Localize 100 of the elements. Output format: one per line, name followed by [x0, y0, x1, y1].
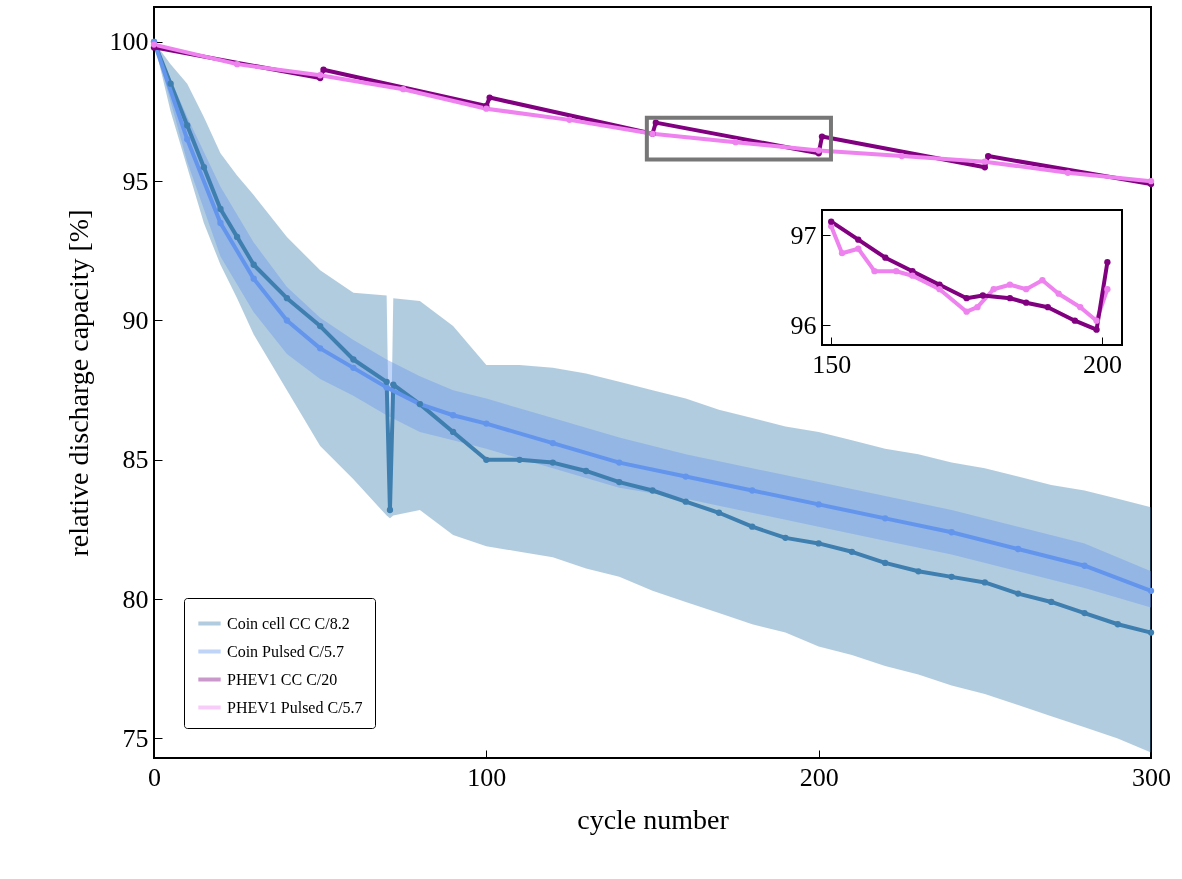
point [350, 356, 357, 363]
point [1093, 326, 1100, 333]
point [848, 548, 856, 555]
x-axis-title: cycle number [577, 803, 730, 835]
point [1081, 562, 1088, 569]
point [682, 473, 689, 480]
point [984, 152, 992, 160]
point [616, 459, 623, 466]
point [400, 86, 407, 93]
point [486, 94, 493, 101]
x-tick-label: 150 [812, 349, 852, 379]
point [981, 579, 988, 586]
point [749, 487, 756, 494]
point [1048, 598, 1055, 606]
point [1077, 304, 1084, 311]
point [1014, 590, 1022, 597]
y-tick-label: 95 [122, 166, 149, 196]
legend-label: PHEV1 CC C/20 [227, 670, 338, 688]
point [855, 236, 862, 243]
point [449, 412, 457, 419]
point [1081, 609, 1088, 617]
point [1014, 545, 1022, 553]
point [881, 515, 889, 522]
point [732, 139, 739, 146]
point [981, 164, 988, 171]
point [981, 158, 988, 165]
point [828, 218, 835, 225]
point [649, 487, 656, 494]
point [838, 250, 846, 257]
point [549, 459, 556, 466]
point [871, 268, 878, 275]
x-tick-label: 100 [467, 762, 507, 792]
point [1006, 295, 1014, 302]
point [682, 498, 689, 505]
point [167, 80, 174, 87]
point [350, 364, 357, 372]
point [749, 523, 756, 530]
point [652, 119, 659, 126]
legend-label: Coin cell CC C/8.2 [227, 614, 350, 632]
point [516, 456, 523, 463]
point [582, 467, 590, 475]
point [483, 456, 490, 463]
point [483, 420, 490, 427]
point [233, 233, 241, 241]
point [963, 295, 970, 302]
point [915, 568, 922, 575]
point [283, 317, 291, 324]
x-tick-label: 200 [799, 762, 839, 792]
point [881, 559, 889, 567]
point [990, 286, 997, 293]
point [390, 381, 397, 388]
point [1022, 286, 1030, 293]
x-tick-label: 0 [148, 762, 161, 792]
point [1093, 317, 1100, 324]
y-axis-title: relative discharge capacity [%] [62, 209, 94, 557]
point [898, 152, 905, 160]
point [616, 478, 623, 486]
point [893, 268, 900, 275]
point [200, 164, 208, 171]
point [566, 116, 573, 124]
point [320, 66, 327, 73]
point [948, 573, 955, 581]
point [184, 136, 191, 143]
point [1044, 304, 1051, 311]
point [449, 428, 457, 436]
point [1039, 277, 1046, 284]
point [1064, 169, 1072, 176]
point [317, 345, 324, 352]
y-tick-label: 85 [122, 445, 149, 475]
point [383, 384, 390, 391]
point [217, 219, 224, 227]
point [936, 286, 943, 293]
point [1147, 629, 1155, 636]
point [317, 322, 324, 330]
y-tick-label: 80 [122, 584, 149, 614]
y-tick-label: 90 [122, 306, 149, 335]
point [184, 122, 191, 129]
point [909, 272, 916, 279]
point [963, 308, 970, 315]
point [217, 205, 224, 213]
point [818, 133, 826, 140]
point [815, 540, 822, 547]
y-tick-label: 97 [790, 220, 817, 250]
y-tick-label: 100 [109, 27, 149, 57]
y-tick-label: 96 [790, 310, 817, 340]
point [1147, 587, 1155, 594]
x-tick-label: 200 [1082, 349, 1122, 379]
y-tick-label: 75 [122, 723, 149, 753]
point [283, 295, 291, 302]
point [250, 275, 257, 282]
point [1114, 621, 1121, 628]
point [782, 534, 789, 542]
point [855, 245, 862, 252]
point [1022, 299, 1030, 306]
point [715, 509, 723, 516]
point [1055, 290, 1062, 297]
point [948, 529, 955, 536]
point [979, 292, 986, 299]
point [1104, 286, 1111, 293]
legend-label: PHEV1 Pulsed C/5.7 [227, 698, 363, 716]
